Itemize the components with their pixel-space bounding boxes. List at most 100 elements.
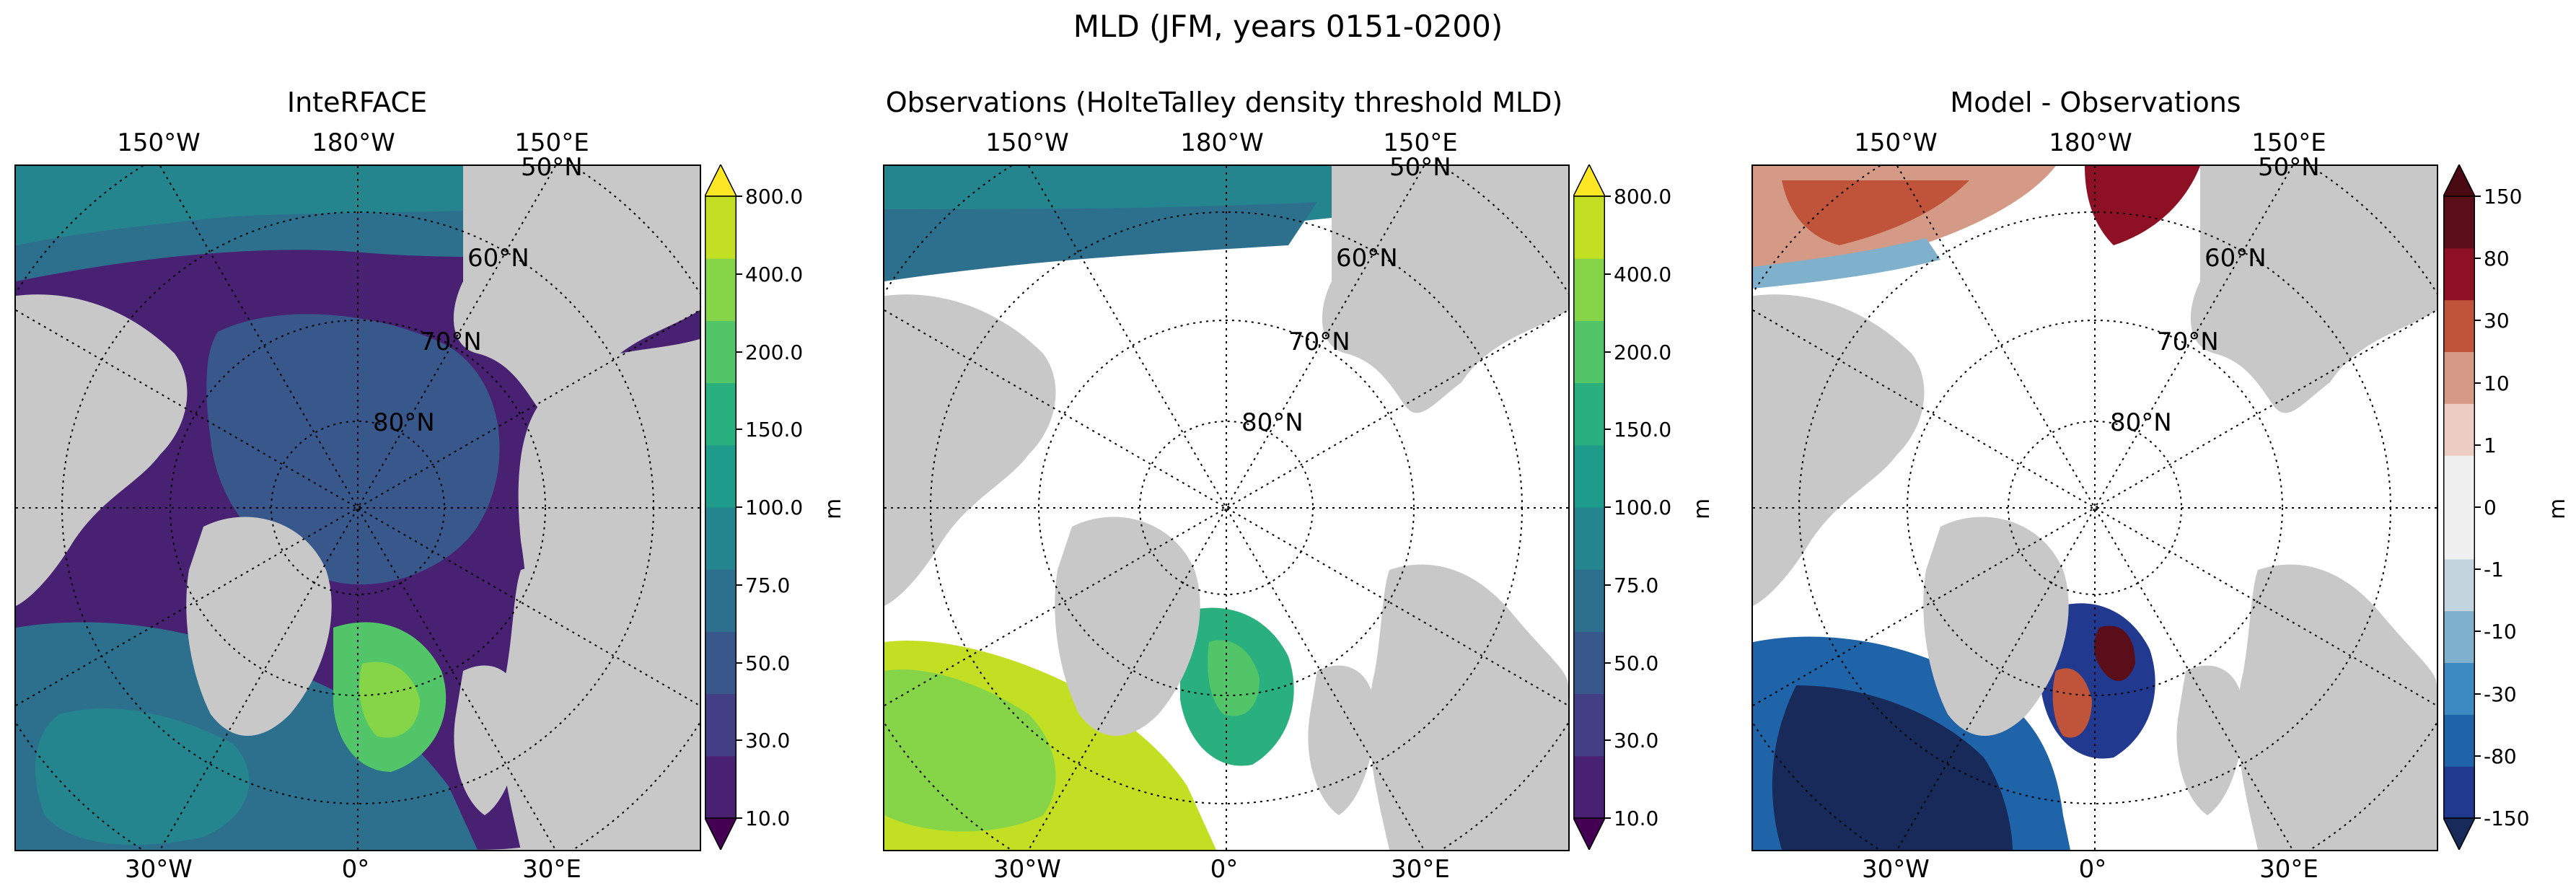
- colorbar-tick: [2475, 631, 2481, 633]
- colorbar-segment: [705, 444, 737, 508]
- colorbar-frame: [2443, 196, 2475, 819]
- colorbar-segment: [2443, 558, 2475, 612]
- colorbar-tick-label: 30: [2484, 309, 2510, 333]
- map-panel-diff[interactable]: [1751, 164, 2438, 851]
- colorbar-tick-label: 0: [2484, 496, 2497, 519]
- lon-label-180w: 180°W: [312, 128, 395, 157]
- colorbar-frame: [705, 196, 737, 819]
- colorbar-tick-label: 150.0: [745, 418, 804, 442]
- colorbar-unit-diff: m: [2545, 498, 2570, 519]
- colorbar-tick: [737, 273, 742, 275]
- lon-label-0: 0°: [1210, 855, 1239, 884]
- obs-shelf: [884, 202, 1317, 281]
- colorbar-diff: -150 -80 -30 -10 -1 0 1 10 30 80 150: [2443, 164, 2530, 850]
- colorbar-tick-label: 200.0: [745, 340, 804, 364]
- lat-label-80n: 80°N: [1241, 408, 1304, 437]
- colorbar-tick-label: 10.0: [745, 807, 791, 830]
- colorbar-tick: [1605, 351, 1611, 353]
- lon-label-30w: 30°W: [125, 855, 193, 884]
- colorbar-segment: [1573, 755, 1605, 819]
- colorbar-tick: [1605, 584, 1611, 586]
- land-scandinavia: [2176, 665, 2243, 815]
- land-europe: [2237, 564, 2437, 850]
- lon-label-150w: 150°W: [985, 128, 1069, 157]
- map-panel-model[interactable]: [14, 164, 701, 851]
- colorbar-tick: [1605, 273, 1611, 275]
- colorbar-segment: [1573, 258, 1605, 321]
- land-north-america: [16, 294, 188, 606]
- colorbar-tick: [737, 351, 742, 353]
- lon-label-180w: 180°W: [1180, 128, 1264, 157]
- lon-label-30e: 30°E: [2259, 855, 2318, 884]
- colorbar-tick-label: 200.0: [1614, 340, 1672, 364]
- land-greenland: [186, 517, 332, 736]
- diff-shelf-positive: [2085, 166, 2200, 245]
- diff-north-pacific-strong: [1782, 180, 1969, 245]
- colorbar-tick: [1605, 506, 1611, 508]
- map-diff-svg: [1753, 166, 2437, 850]
- colorbar-unit-model: m: [821, 498, 846, 519]
- colorbar-extend-low: [1573, 817, 1605, 850]
- colorbar-tick-label: 30.0: [1614, 729, 1659, 753]
- lat-label-80n: 80°N: [2110, 408, 2172, 437]
- diff-atlantic-strong: [1772, 685, 2013, 850]
- colorbar-tick: [737, 196, 742, 197]
- colorbar-segment: [1573, 631, 1605, 695]
- colorbar-tick: [2475, 506, 2481, 508]
- land-north-america: [1753, 294, 1925, 606]
- colorbar-segment: [705, 507, 737, 570]
- colorbar-tick: [737, 429, 742, 431]
- colorbar-segment: [2443, 455, 2475, 508]
- diff-nordic-mid: [2052, 668, 2092, 738]
- colorbar-svg: [1573, 164, 1605, 850]
- lat-label-70n: 70°N: [420, 328, 482, 356]
- land-asia: [2190, 166, 2437, 413]
- colorbar-segment: [2443, 403, 2475, 456]
- figure-title: MLD (JFM, years 0151-0200): [1073, 9, 1503, 44]
- lat-label-50n: 50°N: [1389, 153, 1451, 182]
- map-model-svg: [16, 166, 700, 850]
- colorbar-segment: [1573, 320, 1605, 384]
- land-asia: [1322, 166, 1568, 413]
- lon-label-0: 0°: [341, 855, 370, 884]
- colorbar-tick: [2475, 755, 2481, 757]
- colorbar-segment: [705, 755, 737, 819]
- colorbar-segment: [2443, 351, 2475, 404]
- graticule: [16, 166, 700, 850]
- lat-label-80n: 80°N: [373, 408, 435, 437]
- colorbar-tick: [2475, 568, 2481, 571]
- colorbar-tick-label: -80: [2484, 744, 2517, 768]
- colorbar-tick: [1605, 817, 1611, 819]
- colorbar-tick: [2475, 693, 2481, 695]
- colorbar-segment: [1573, 569, 1605, 632]
- land-greenland: [1923, 517, 2069, 736]
- colorbar-segment: [2443, 299, 2475, 352]
- colorbar-segment: [2443, 247, 2475, 301]
- colorbar-extend-high: [705, 164, 737, 197]
- colorbar-tick-label: 1: [2484, 433, 2497, 457]
- diff-north-pacific-negative: [1753, 238, 1940, 289]
- colorbar-tick: [1605, 662, 1611, 664]
- colorbar-tick: [737, 739, 742, 742]
- lon-label-30w: 30°W: [1862, 855, 1930, 884]
- graticule: [884, 166, 1568, 850]
- lat-label-70n: 70°N: [1288, 328, 1350, 356]
- colorbar-tick: [2475, 382, 2481, 384]
- colorbar-segment: [1573, 444, 1605, 508]
- colorbar-segment: [2443, 610, 2475, 663]
- diff-nordic-pos: [2094, 625, 2135, 681]
- colorbar-tick-label: 800.0: [1614, 185, 1672, 208]
- lon-label-30e: 30°E: [1391, 855, 1450, 884]
- lon-label-150e: 150°E: [1383, 128, 1458, 157]
- land-greenland: [1055, 517, 1200, 736]
- obs-nordic-core: [1208, 640, 1260, 716]
- lat-label-60n: 60°N: [1336, 244, 1398, 273]
- panel-title-model: InteRFACE: [286, 87, 428, 118]
- colorbar-segment: [1573, 507, 1605, 570]
- lat-label-50n: 50°N: [2258, 153, 2320, 182]
- lon-label-150e: 150°E: [2251, 128, 2326, 157]
- colorbar-tick-label: -10: [2484, 620, 2517, 644]
- land-scandinavia: [454, 665, 521, 815]
- colorbar-model: 10.0 30.0 50.0 75.0 100.0 150.0 200.0 400.0 800.…: [705, 164, 803, 850]
- map-panel-obs[interactable]: [883, 164, 1570, 851]
